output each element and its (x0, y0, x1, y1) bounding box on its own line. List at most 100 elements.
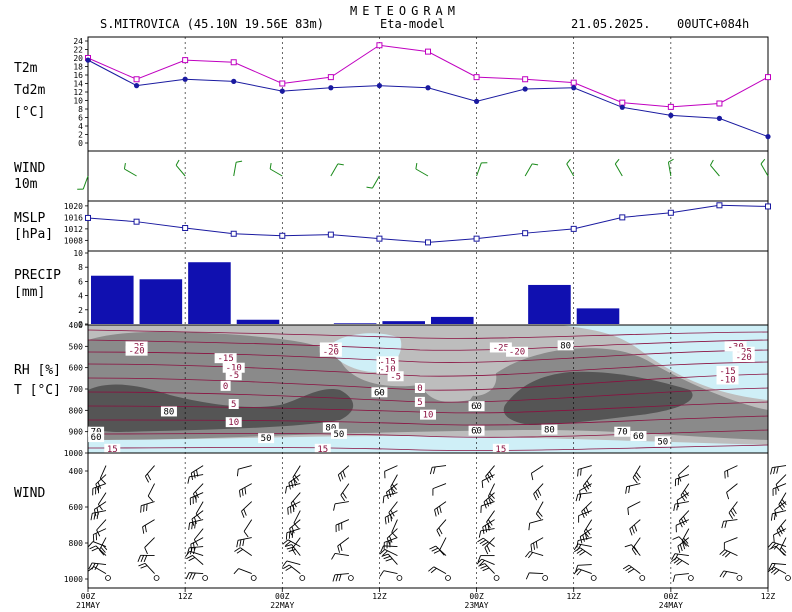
wind-profile-barb (533, 483, 544, 495)
mslp-point (716, 202, 723, 209)
wind-profile-barb-flag (479, 539, 487, 545)
date-label: 24MAY (659, 601, 683, 610)
temp-unit-label: [°C] (14, 105, 45, 120)
td2m-point (716, 115, 723, 121)
wind-profile-barb (243, 519, 253, 532)
wind-profile-barb-flag (768, 563, 773, 570)
contour-label-bg (492, 443, 509, 454)
wind-profile-barb-flag (288, 548, 296, 552)
wind-profile-barb (189, 474, 204, 478)
precip-bar (528, 284, 571, 324)
wind-profile-barb-flag (290, 506, 292, 514)
wind-profile-barb (629, 519, 641, 530)
temp-y-tick-label: 4 (78, 122, 83, 131)
wind-profile-barb (483, 537, 495, 547)
wind-profile-barb-flag (96, 512, 99, 520)
wind-profile-barb (189, 546, 204, 549)
wind-profile-barb (674, 573, 689, 576)
wind-profile-barb-flag (780, 525, 785, 532)
wind-profile-barb (728, 501, 738, 514)
td2m-point (473, 98, 480, 104)
calm-wind-circle (445, 575, 451, 581)
wind-profile-barb-flag (140, 555, 145, 563)
wind-profile-barb (486, 510, 495, 523)
wind-profile-barb (286, 560, 301, 566)
wind-profile-barb-flag (140, 505, 142, 513)
wind-profile-barb-flag (770, 467, 773, 475)
wind-profile-barb-flag (676, 503, 679, 511)
date-label: 22MAY (270, 601, 294, 610)
wind-profile-barb (674, 553, 689, 557)
rh-cross-section (88, 325, 768, 453)
wind-profile-barb-flag (381, 553, 389, 557)
wind-profile-level-label: 600 (69, 503, 84, 512)
wind-profile-barb-flag (188, 522, 191, 530)
wind-profile-barb-flag (476, 558, 483, 565)
time-tick-label: 12Z (566, 592, 581, 601)
mslp-point (425, 239, 431, 246)
precip-bar (91, 275, 134, 324)
wind-profile-barb-flag (537, 489, 542, 496)
wind-profile-barb (482, 519, 495, 528)
temperature-contour-label: -25 (493, 343, 509, 353)
precip-bar (236, 319, 280, 324)
wind10m-barb-flag (236, 160, 243, 163)
temp-y-tick-label: 24 (73, 37, 83, 46)
wind-profile-barb-flag (573, 543, 579, 551)
contour-label-bg (732, 346, 755, 357)
wind-profile-barb (723, 570, 738, 575)
wind-profile-barb-flag (428, 566, 435, 572)
calm-wind-circle (347, 575, 354, 581)
wind-profile-barb-flag (732, 507, 737, 515)
wind-profile-barb-flag (292, 477, 298, 484)
wind-profile-barb-flag (530, 473, 534, 481)
wind-profile-barb (776, 519, 787, 531)
temperature-contour-label: -20 (509, 348, 525, 358)
wind-profile-barb-flag (185, 550, 191, 557)
rh-contour-label: 50 (657, 437, 668, 447)
wind-profile-barb (772, 465, 787, 468)
wind10m-label: WIND (14, 161, 45, 176)
wind-profile-barb-flag (678, 520, 683, 528)
wind-profile-barb (578, 510, 592, 517)
wind-profile-barb (287, 501, 301, 509)
rh-contour-label: 80 (325, 423, 336, 433)
wind-profile-barb-flag (781, 499, 787, 506)
wind-profile-barb-flag (535, 491, 540, 499)
wind-profile-barb (286, 483, 301, 487)
wind-profile-barb-flag (730, 510, 735, 517)
wind-profile-barb (628, 564, 641, 574)
t2m-point (279, 80, 286, 87)
calm-wind-circle (493, 575, 500, 581)
wind-profile-barb-flag (390, 486, 396, 493)
rh-contour-label: 50 (261, 434, 272, 444)
contour-label-bg (222, 362, 245, 373)
wind-profile-barb (435, 545, 447, 556)
wind-profile-barb (241, 501, 253, 512)
td2m-point (668, 112, 674, 118)
td2m-point (328, 85, 334, 91)
wind-profile-barb-flag (482, 541, 489, 546)
wind-profile-barb-flag (288, 531, 291, 539)
wind-profile-barb (772, 483, 787, 490)
rh-level-label: 900 (69, 428, 84, 437)
contour-label-bg (258, 433, 275, 444)
wind-profile-barb-flag (239, 490, 241, 498)
wind-profile-barb (678, 465, 690, 476)
wind-profile-barb (724, 537, 738, 544)
wind-profile-barb-flag (780, 547, 787, 553)
wind-profile-barb (93, 528, 107, 535)
contour-label-bg (724, 341, 747, 352)
wind-profile-barb-flag (582, 534, 585, 542)
wind-profile-barb-flag (291, 526, 295, 534)
td2m-point (279, 88, 285, 94)
wind-profile-barb (724, 549, 738, 557)
wind-profile-barb (674, 501, 689, 505)
contour-label-bg (376, 356, 399, 367)
precip-bar (382, 321, 425, 324)
wind-profile-barb-flag (719, 549, 726, 555)
time-tick-label: 00Z (469, 592, 484, 601)
wind-profile-barb-flag (579, 550, 586, 556)
temp-y-tick-label: 2 (78, 131, 83, 140)
wind-profile-barb-flag (770, 542, 777, 549)
